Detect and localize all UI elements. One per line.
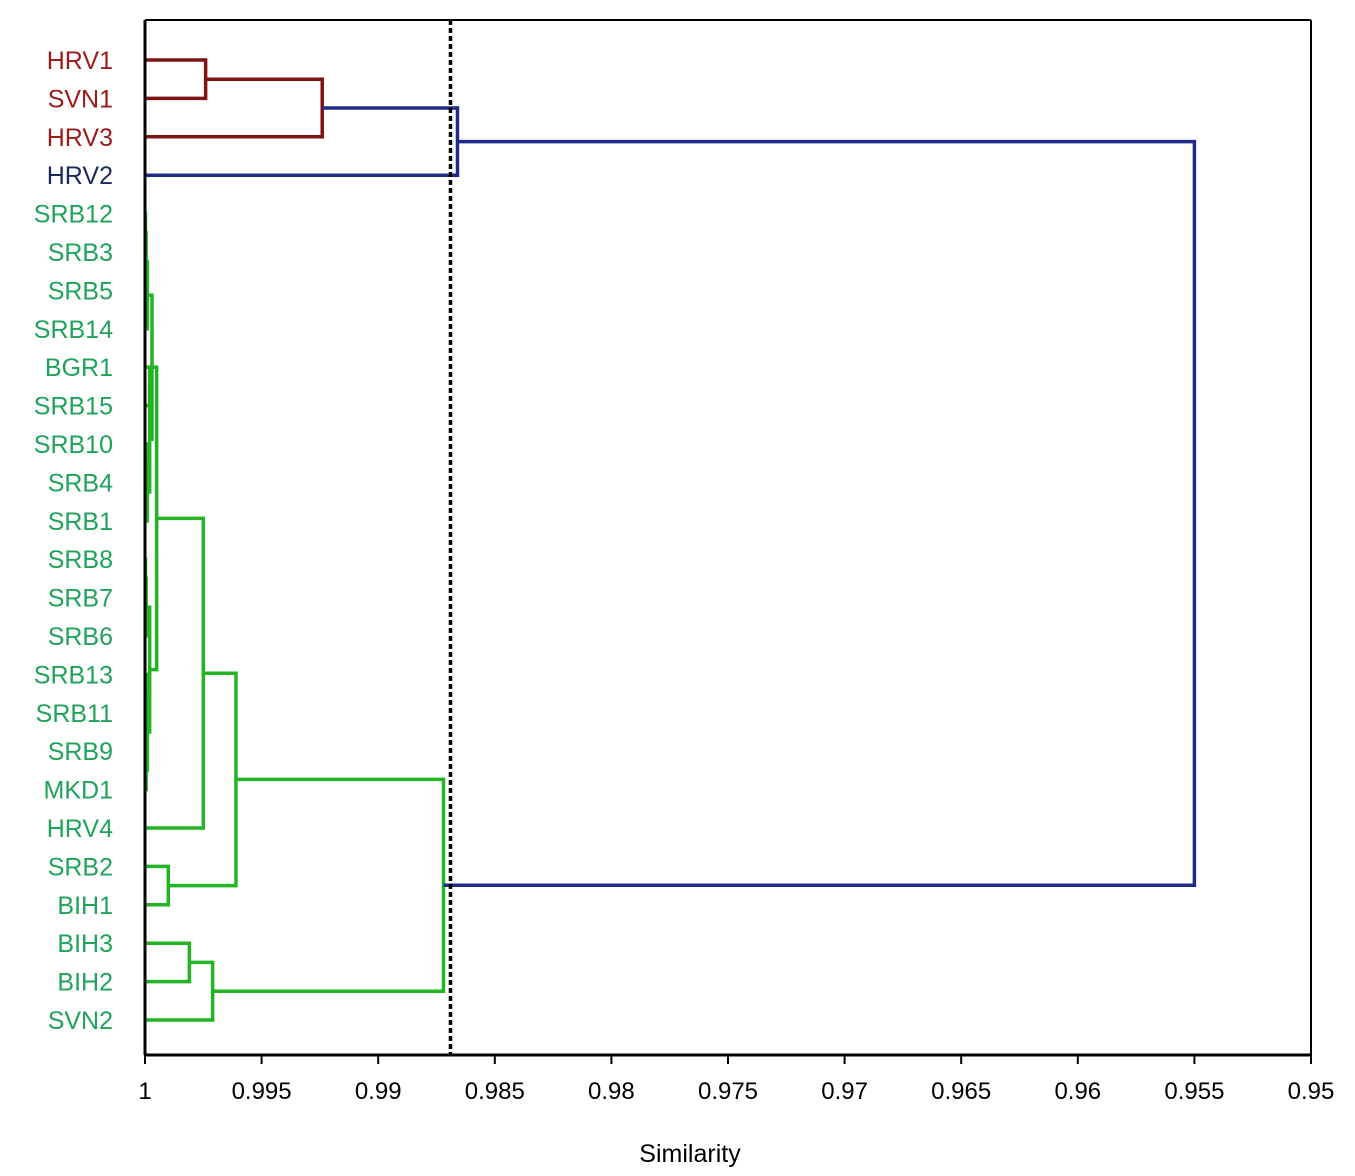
- x-tick-label: 0.95: [1288, 1078, 1335, 1105]
- x-tick-label: 0.985: [465, 1078, 525, 1105]
- x-tick-label: 0.975: [698, 1078, 758, 1105]
- x-axis-ticks: 1 0.995 0.99 0.985 0.98 0.975 0.97 0.965 0.96 0.9…: [138, 1055, 1334, 1105]
- leaf-label-srb6: SRB6: [48, 623, 113, 651]
- leaf-label-srb8: SRB8: [48, 546, 113, 574]
- leaf-label-bih3: BIH3: [57, 930, 113, 958]
- x-tick-label: 0.98: [588, 1078, 635, 1105]
- leaf-label-svn1: SVN1: [48, 85, 113, 113]
- leaf-label-srb12: SRB12: [34, 201, 113, 229]
- leaf-label-hrv3: HRV3: [47, 124, 113, 152]
- leaf-label-srb11: SRB11: [36, 700, 113, 728]
- leaf-label-srb3: SRB3: [48, 239, 113, 267]
- x-tick-label: 0.97: [821, 1078, 868, 1105]
- x-tick-label: 0.995: [232, 1078, 292, 1105]
- tree-branches: [143, 58, 1197, 1022]
- leaf-label-mkd1: MKD1: [44, 777, 113, 805]
- leaf-label-srb4: SRB4: [48, 469, 113, 497]
- x-tick-label: 0.965: [931, 1078, 991, 1105]
- leaf-label-srb1: SRB1: [48, 508, 113, 536]
- leaf-label-svn2: SVN2: [48, 1007, 113, 1035]
- leaf-label-hrv2: HRV2: [47, 162, 113, 190]
- leaf-label-srb10: SRB10: [34, 431, 113, 459]
- leaf-label-srb13: SRB13: [34, 661, 113, 689]
- leaf-label-srb9: SRB9: [48, 738, 113, 766]
- leaf-label-hrv4: HRV4: [47, 815, 113, 843]
- x-tick-label: 0.99: [355, 1078, 402, 1105]
- x-tick-label: 1: [138, 1078, 151, 1105]
- leaf-labels: HRV1 SVN1 HRV3 HRV2 SRB12 SRB3 SRB5 SRB14 BGR1 SR…: [34, 47, 113, 1035]
- leaf-label-srb2: SRB2: [48, 853, 113, 881]
- x-tick-label: 0.955: [1164, 1078, 1224, 1105]
- leaf-label-srb5: SRB5: [48, 277, 113, 305]
- leaf-label-srb7: SRB7: [48, 585, 113, 613]
- leaf-label-bih2: BIH2: [57, 969, 113, 997]
- leaf-label-srb15: SRB15: [34, 393, 113, 421]
- leaf-label-srb14: SRB14: [34, 316, 113, 344]
- x-tick-label: 0.96: [1054, 1078, 1101, 1105]
- x-axis-label: Similarity: [639, 1140, 741, 1168]
- leaf-label-hrv1: HRV1: [47, 47, 113, 75]
- leaf-label-bgr1: BGR1: [45, 354, 113, 382]
- leaf-label-bih1: BIH1: [57, 892, 113, 920]
